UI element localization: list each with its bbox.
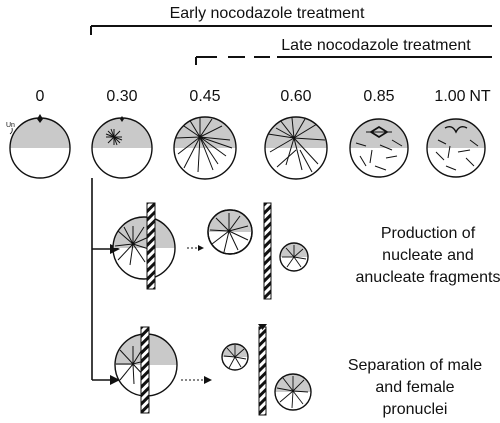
fragments-caption-line-3: anucleate fragments <box>356 269 500 286</box>
timepoint-label-0-85: 0.85 <box>363 88 394 105</box>
early-treatment-label: Early nocodazole treatment <box>170 5 365 22</box>
egg-1-00 <box>426 118 486 178</box>
egg-0-60 <box>264 116 328 180</box>
cutting-egg <box>112 216 176 280</box>
nucleate-fragment <box>207 209 253 255</box>
separating-needle-3 <box>258 326 267 416</box>
fragments-caption-line-1: Production of <box>381 225 476 242</box>
pronuclei-caption-line-3: pronuclei <box>383 401 448 418</box>
separating-needle <box>263 202 272 300</box>
egg-0-85 <box>349 118 409 178</box>
late-treatment-label: Late nocodazole treatment <box>281 37 471 54</box>
branch-connector <box>91 178 120 385</box>
late-treatment-bar: Late nocodazole treatment <box>195 37 492 65</box>
timepoint-label-1-00: 1.00 <box>434 88 465 105</box>
pronuclei-caption: Separation of male and female pronuclei <box>348 357 482 418</box>
fragmented-microtubules <box>435 139 479 171</box>
egg-0-45 <box>173 116 237 180</box>
early-treatment-bar: Early nocodazole treatment <box>90 5 492 35</box>
pronucleus-marker <box>37 114 43 123</box>
cutting-needle <box>146 202 156 290</box>
pronuclei-caption-line-1: Separation of male <box>348 357 482 374</box>
split-nucleus <box>444 125 468 134</box>
fragments-caption-line-2: nucleate and <box>382 247 474 264</box>
egg-0-30 <box>91 116 153 179</box>
timepoint-label-0: 0 <box>36 88 45 105</box>
small-aster <box>105 128 123 146</box>
female-pronucleus-fragment <box>274 373 312 411</box>
side-label: Un <box>6 122 15 129</box>
male-pronucleus-fragment <box>221 343 249 371</box>
fragments-caption: Production of nucleate and anucleate fra… <box>356 225 500 286</box>
fragmentation-row: Production of nucleate and anucleate fra… <box>112 202 500 300</box>
spreading-asters <box>267 117 326 173</box>
timepoint-label-0-30: 0.30 <box>106 88 137 105</box>
pronuclei-row: Separation of male and female pronuclei <box>114 324 482 418</box>
timepoint-label-nt: NT <box>469 88 491 105</box>
pronuclei-caption-line-2: and female <box>375 379 454 396</box>
large-aster <box>175 118 233 173</box>
separating-needle-2 <box>140 326 150 414</box>
anucleate-fragment <box>279 242 309 272</box>
timepoint-label-0-60: 0.60 <box>280 88 311 105</box>
egg-0: Un <box>6 114 71 179</box>
scattered-microtubules <box>355 139 403 171</box>
timepoint-label-0-45: 0.45 <box>189 88 220 105</box>
timepoint-labels: 0 0.30 0.45 0.60 0.85 1.00 NT <box>36 88 491 105</box>
